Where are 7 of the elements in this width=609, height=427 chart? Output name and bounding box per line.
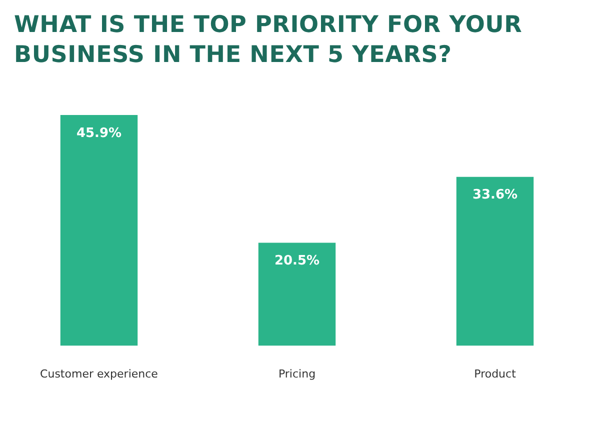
x-tick-label: Pricing [278,367,316,380]
data-label: 45.9% [76,126,122,141]
x-tick-label: Customer experience [40,367,158,380]
chart-title: WHAT IS THE TOP PRIORITY FOR YOUR BUSINESS IN THE NEXT 5 YEARS? [14,11,524,70]
data-label: 33.6% [472,188,518,203]
data-label: 20.5% [274,254,320,269]
x-tick-label: Product [474,367,517,380]
